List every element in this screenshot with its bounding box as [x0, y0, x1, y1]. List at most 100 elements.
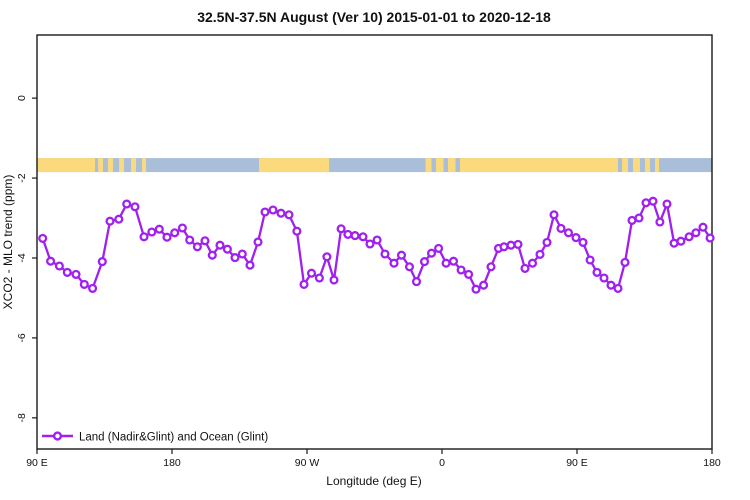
- data-point-marker: [448, 256, 459, 266]
- legend-label: Land (Nadir&Glint) and Ocean (Glint): [79, 432, 268, 444]
- data-point-marker: [648, 196, 658, 206]
- data-point-marker: [705, 233, 715, 243]
- data-point-marker: [641, 198, 651, 208]
- data-point-marker: [563, 228, 574, 238]
- data-point-marker: [426, 248, 437, 258]
- data-point-marker: [676, 236, 686, 246]
- data-point-marker: [46, 256, 56, 266]
- data-point-marker: [207, 250, 217, 260]
- data-point-marker: [389, 258, 399, 268]
- data-point-marker: [237, 249, 247, 259]
- data-point-marker: [411, 277, 422, 287]
- data-point-marker: [122, 199, 132, 209]
- land-strip-segment: [448, 158, 456, 173]
- data-point-marker: [471, 284, 481, 294]
- data-point-marker: [634, 213, 644, 223]
- data-point-marker: [513, 239, 523, 249]
- land-strip-segment: [259, 158, 330, 173]
- land-strip-segment: [622, 158, 628, 173]
- data-point-marker: [170, 228, 180, 238]
- y-axis-label: XCO2 - MLO trend (ppm): [1, 175, 15, 310]
- data-point-marker: [599, 273, 609, 283]
- land-strip-segment: [460, 158, 618, 173]
- data-point-marker: [380, 249, 390, 259]
- legend: Land (Nadir&Glint) and Ocean (Glint): [42, 431, 268, 444]
- map-strip: [37, 158, 712, 173]
- data-point-marker: [71, 269, 81, 279]
- data-point-marker: [329, 275, 339, 285]
- data-point-marker: [200, 236, 210, 246]
- land-strip-segment: [425, 158, 432, 173]
- land-strip-segment: [119, 158, 124, 173]
- data-point-marker: [464, 269, 474, 279]
- data-point-marker: [215, 240, 225, 250]
- data-point-marker: [162, 232, 172, 242]
- data-point-marker: [62, 267, 72, 277]
- y-tick-label: -8: [16, 413, 28, 422]
- data-point-marker: [139, 232, 149, 242]
- legend-marker-icon: [52, 431, 63, 441]
- data-point-marker: [314, 273, 324, 283]
- x-axis-label: Longitude (deg E): [326, 474, 421, 488]
- data-point-marker: [276, 208, 286, 218]
- land-strip-segment: [632, 158, 640, 173]
- data-point-marker: [114, 214, 124, 224]
- data-point-marker: [372, 235, 382, 245]
- data-point-marker: [130, 202, 140, 212]
- land-strip-segment: [98, 158, 103, 173]
- series-line: [41, 200, 712, 291]
- data-point-marker: [147, 227, 157, 237]
- data-point-marker: [54, 261, 64, 271]
- data-point-marker: [350, 231, 360, 241]
- data-point-marker: [336, 224, 346, 234]
- data-point-marker: [684, 232, 694, 242]
- data-point-marker: [284, 210, 294, 220]
- land-strip-segment: [107, 158, 114, 173]
- x-tick-label: 90 W: [295, 457, 320, 469]
- data-point-marker: [222, 244, 232, 254]
- data-point-marker: [38, 233, 48, 243]
- land-strip-segment: [37, 158, 96, 173]
- data-point-marker: [154, 224, 164, 234]
- land-strip-segment: [436, 158, 444, 173]
- data-point-marker: [549, 210, 559, 220]
- y-tick-label: -4: [16, 253, 28, 262]
- land-strip-segment: [655, 158, 660, 173]
- y-tick-label: -6: [16, 333, 28, 342]
- data-point-marker: [396, 250, 407, 260]
- data-point-marker: [292, 226, 302, 236]
- land-strip-segment: [131, 158, 136, 173]
- data-point-marker: [365, 239, 375, 249]
- data-point-marker: [434, 243, 444, 253]
- data-point-marker: [698, 222, 708, 232]
- data-point-marker: [486, 262, 496, 272]
- data-point-marker: [571, 233, 581, 243]
- y-axis-ticks: 0 -2 -4 -6 -8: [16, 95, 37, 423]
- data-point-marker: [499, 242, 509, 252]
- y-tick-label: 0: [16, 95, 28, 101]
- data-point-marker: [691, 228, 701, 238]
- data-point-marker: [358, 232, 368, 242]
- land-strip-segment: [142, 158, 147, 173]
- y-tick-label: -2: [16, 173, 28, 182]
- data-point-marker: [404, 262, 415, 272]
- x-axis-ticks: 90 E 180 90 W 0 90 E 180: [26, 449, 721, 469]
- data-point-marker: [535, 249, 545, 259]
- data-point-marker: [606, 280, 616, 290]
- data-point-marker: [192, 242, 202, 252]
- data-point-marker: [306, 268, 317, 278]
- data-point-marker: [620, 257, 630, 267]
- data-point-marker: [627, 215, 637, 225]
- data-point-marker: [542, 237, 552, 247]
- data-point-marker: [253, 237, 263, 247]
- data-series: [38, 196, 715, 294]
- data-point-marker: [662, 199, 672, 209]
- x-tick-label: 0: [439, 457, 445, 469]
- x-tick-label: 180: [703, 457, 721, 469]
- data-point-marker: [268, 205, 278, 215]
- data-point-marker: [479, 280, 489, 290]
- data-point-marker: [97, 257, 107, 267]
- data-point-marker: [456, 265, 466, 275]
